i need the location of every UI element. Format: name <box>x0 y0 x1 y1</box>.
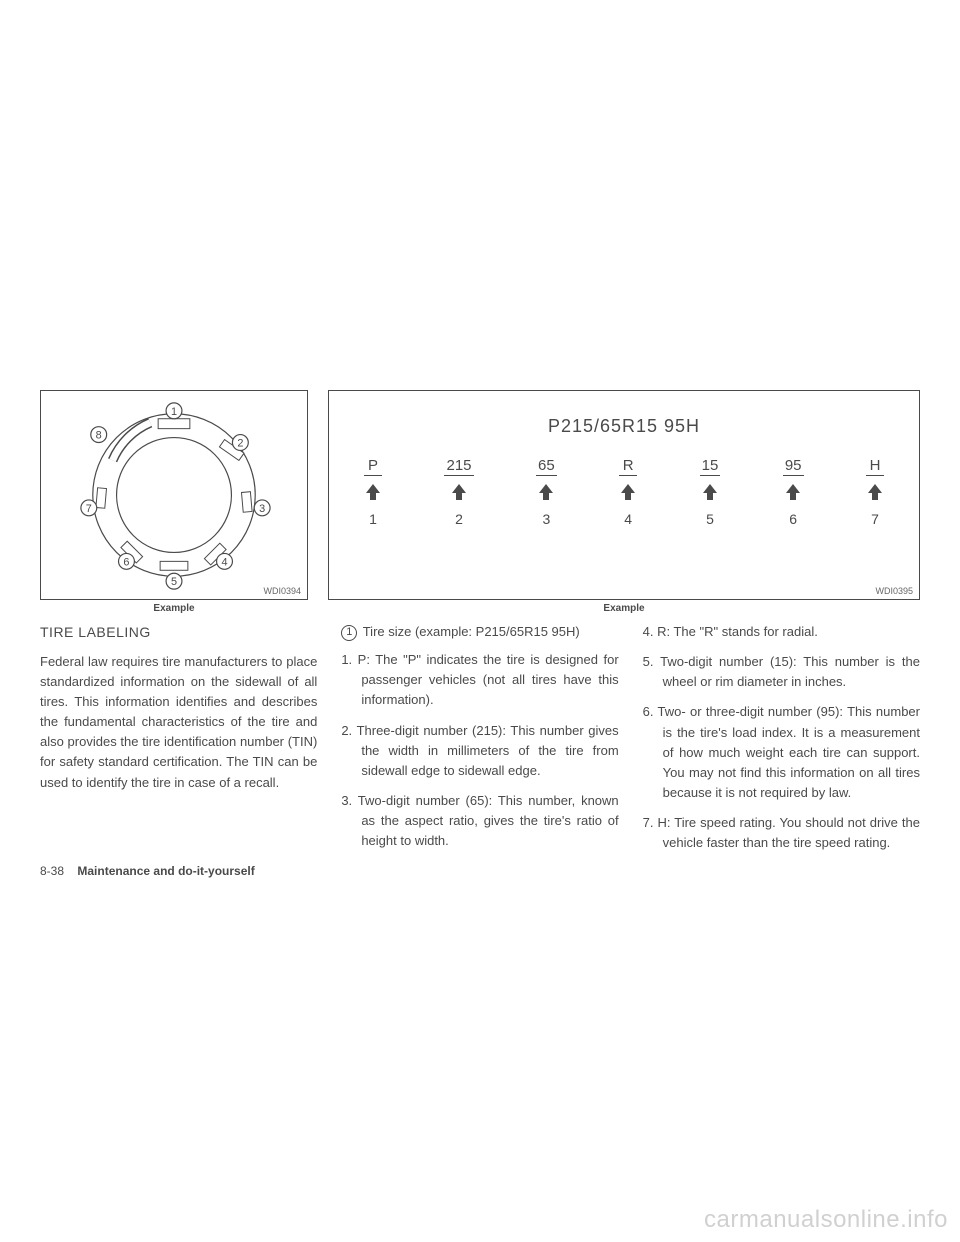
section-title: Maintenance and do-it-yourself <box>77 864 254 878</box>
body-paragraph: Federal law requires tire manufacturers … <box>40 652 317 793</box>
svg-text:5: 5 <box>171 576 177 588</box>
list-item: 7. H: Tire speed rating. You should not … <box>643 813 920 853</box>
svg-text:7: 7 <box>86 503 92 515</box>
list-item: 6. Two- or three-digit number (95): This… <box>643 702 920 803</box>
tire-size-title: P215/65R15 95H <box>359 416 889 437</box>
tire-part-val: P <box>364 457 382 476</box>
tire-part: R 4 <box>619 457 637 527</box>
figure-tire-size: P215/65R15 95H P 1 215 2 <box>328 390 920 614</box>
tire-part: 15 5 <box>700 457 721 527</box>
column-3: 4. R: The "R" stands for radial. 5. Two-… <box>643 622 920 863</box>
list-item: 2. Three-digit number (215): This number… <box>341 721 618 781</box>
page-number: 8-38 <box>40 864 64 878</box>
arrow-up-icon <box>868 484 882 503</box>
tire-part-val: H <box>866 457 884 476</box>
numbered-list: 4. R: The "R" stands for radial. 5. Two-… <box>643 622 920 853</box>
arrow-up-icon <box>786 484 800 503</box>
figure-id: WDI0394 <box>263 586 301 596</box>
tire-part-num: 7 <box>871 511 879 527</box>
section-heading: TIRE LABELING <box>40 622 317 644</box>
arrow-up-icon <box>452 484 466 503</box>
tire-part: H 7 <box>866 457 884 527</box>
tire-part-num: 6 <box>789 511 797 527</box>
column-2: 1 Tire size (example: P215/65R15 95H) 1.… <box>341 622 618 863</box>
figure-id: WDI0395 <box>875 586 913 596</box>
list-item: 4. R: The "R" stands for radial. <box>643 622 920 642</box>
figure-box: P215/65R15 95H P 1 215 2 <box>328 390 920 600</box>
watermark: carmanualsonline.info <box>704 1206 948 1234</box>
tire-part-num: 5 <box>706 511 714 527</box>
tire-circle-svg: 1 2 3 4 5 6 7 8 <box>41 391 307 599</box>
svg-text:2: 2 <box>237 437 243 449</box>
tire-part-val: 95 <box>783 457 804 476</box>
tire-part-val: 215 <box>444 457 473 476</box>
page-footer: 8-38 Maintenance and do-it-yourself <box>40 864 255 878</box>
list-item: 5. Two-digit number (15): This number is… <box>643 652 920 692</box>
figures-row: 1 2 3 4 5 6 7 8 WDI0394 Example P <box>40 390 920 614</box>
tire-size-diagram: P215/65R15 95H P 1 215 2 <box>329 391 919 552</box>
arrow-up-icon <box>539 484 553 503</box>
svg-text:1: 1 <box>171 406 177 418</box>
list-item: 3. Two-digit number (65): This number, k… <box>341 791 618 851</box>
text-columns: TIRE LABELING Federal law requires tire … <box>40 622 920 863</box>
circled-number-icon: 1 <box>341 625 357 641</box>
tire-part-num: 2 <box>455 511 463 527</box>
arrow-up-icon <box>621 484 635 503</box>
tire-part: 95 6 <box>783 457 804 527</box>
figure-box: 1 2 3 4 5 6 7 8 WDI0394 <box>40 390 308 600</box>
tire-part-val: 15 <box>700 457 721 476</box>
figure-tire-labels: 1 2 3 4 5 6 7 8 WDI0394 Example <box>40 390 308 614</box>
lead-text: Tire size (example: P215/65R15 95H) <box>363 624 580 639</box>
tire-part: P 1 <box>364 457 382 527</box>
tire-part: 65 3 <box>536 457 557 527</box>
svg-text:6: 6 <box>123 556 129 568</box>
numbered-list: 1. P: The "P" indicates the tire is desi… <box>341 650 618 851</box>
lead-line: 1 Tire size (example: P215/65R15 95H) <box>341 622 618 642</box>
list-item: 1. P: The "P" indicates the tire is desi… <box>341 650 618 710</box>
svg-text:4: 4 <box>221 556 227 568</box>
svg-text:8: 8 <box>96 430 102 442</box>
svg-text:3: 3 <box>259 503 265 515</box>
tire-part-num: 1 <box>369 511 377 527</box>
arrow-up-icon <box>366 484 380 503</box>
tire-part-val: 65 <box>536 457 557 476</box>
tire-part-num: 3 <box>542 511 550 527</box>
column-1: TIRE LABELING Federal law requires tire … <box>40 622 317 863</box>
arrow-up-icon <box>703 484 717 503</box>
tire-part: 215 2 <box>444 457 473 527</box>
tire-part-num: 4 <box>624 511 632 527</box>
figure-caption: Example <box>328 603 920 614</box>
tire-size-grid: P 1 215 2 65 3 <box>359 457 889 527</box>
tire-part-val: R <box>619 457 637 476</box>
figure-caption: Example <box>40 603 308 614</box>
page-content: 1 2 3 4 5 6 7 8 WDI0394 Example P <box>40 390 920 863</box>
